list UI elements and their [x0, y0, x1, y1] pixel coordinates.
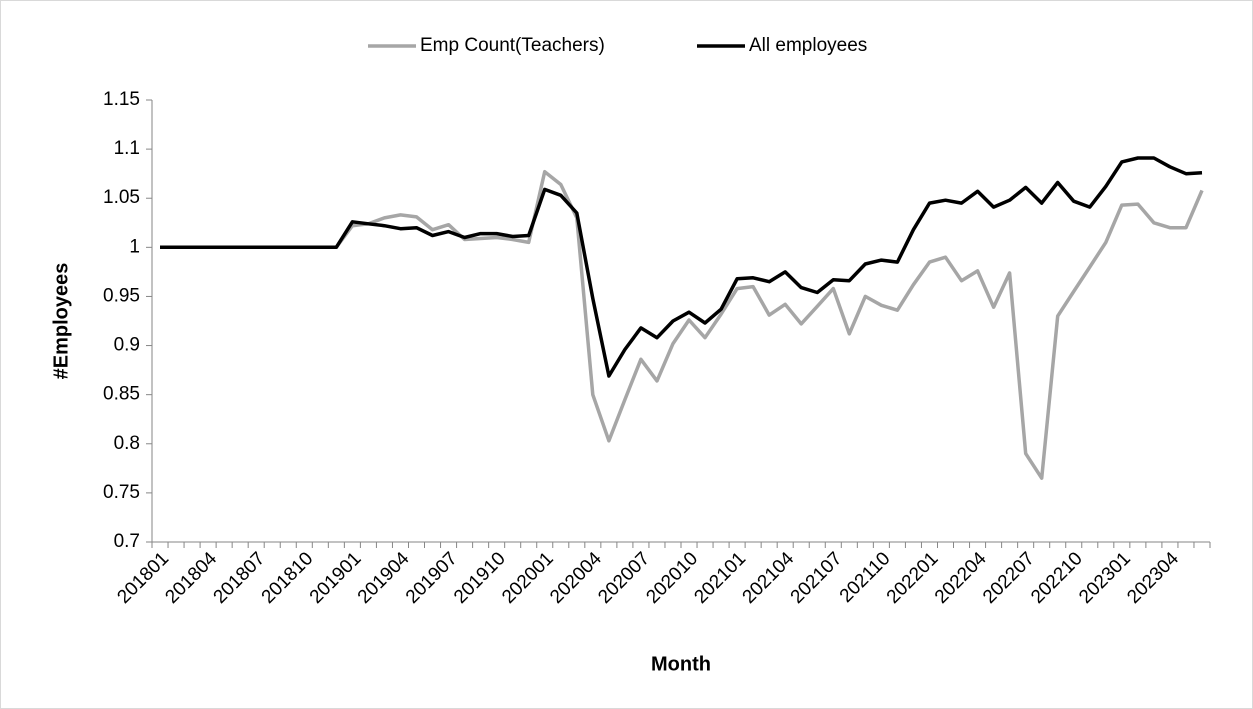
- legend-label: Emp Count(Teachers): [420, 35, 605, 56]
- legend-label: All employees: [749, 35, 867, 56]
- y-tick-label: 1.05: [103, 187, 140, 208]
- y-tick-label: 1: [129, 236, 140, 257]
- y-tick-label: 0.85: [103, 384, 140, 405]
- y-axis-title: #Employees: [50, 263, 72, 380]
- y-tick-label: 1.15: [103, 89, 140, 110]
- y-tick-label: 1.1: [114, 138, 140, 159]
- line-series: [160, 156, 1203, 378]
- y-tick-label: 0.9: [114, 335, 140, 356]
- y-tick-label: 0.95: [103, 285, 140, 306]
- y-tick-label: 0.7: [114, 531, 140, 552]
- x-axis-title: Month: [651, 653, 711, 675]
- y-tick-label: 0.8: [114, 433, 140, 454]
- y-tick-label: 0.75: [103, 482, 140, 503]
